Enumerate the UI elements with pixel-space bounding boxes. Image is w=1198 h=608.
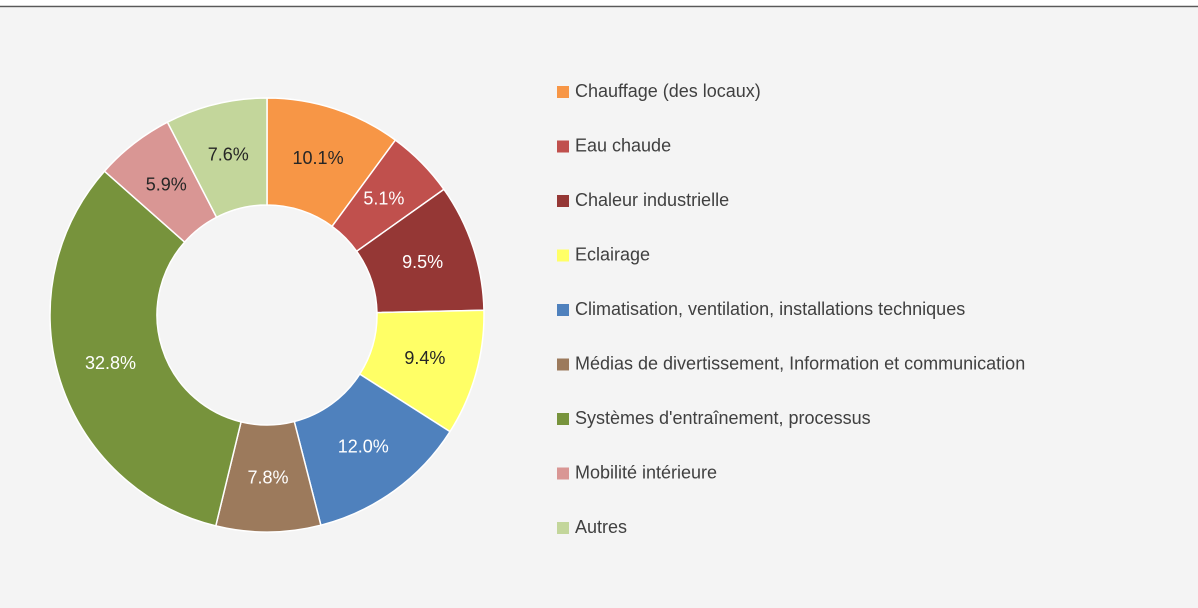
legend-label: Mobilité intérieure [575,462,717,482]
data-label: 7.8% [248,468,289,488]
legend-swatch [557,522,569,534]
data-label: 10.1% [293,148,344,168]
legend-label: Autres [575,517,627,537]
legend-label: Eclairage [575,244,650,264]
legend-label: Systèmes d'entraînement, processus [575,408,871,428]
legend-label: Chauffage (des locaux) [575,81,761,101]
data-label: 7.6% [208,144,249,164]
legend-swatch [557,358,569,371]
slice [49,170,242,527]
data-label: 12.0% [338,437,389,457]
data-label: 32.8% [85,353,136,373]
data-label: 9.4% [404,348,445,368]
legend-label: Eau chaude [575,135,671,155]
legend-swatch [557,413,569,425]
legend-swatch [557,249,569,262]
legend-swatch [557,140,569,153]
data-label: 5.1% [363,189,404,209]
legend-swatch [557,304,569,316]
legend-label: Médias de divertissement, Information et… [575,353,1025,373]
legend-swatch [557,195,569,207]
legend-label: Climatisation, ventilation, installation… [575,299,965,319]
legend-swatch [557,467,569,480]
slice [166,97,268,219]
legend-label: Chaleur industrielle [575,190,729,210]
data-label: 5.9% [146,174,187,194]
data-label: 9.5% [402,252,443,272]
legend-swatch [557,86,569,98]
